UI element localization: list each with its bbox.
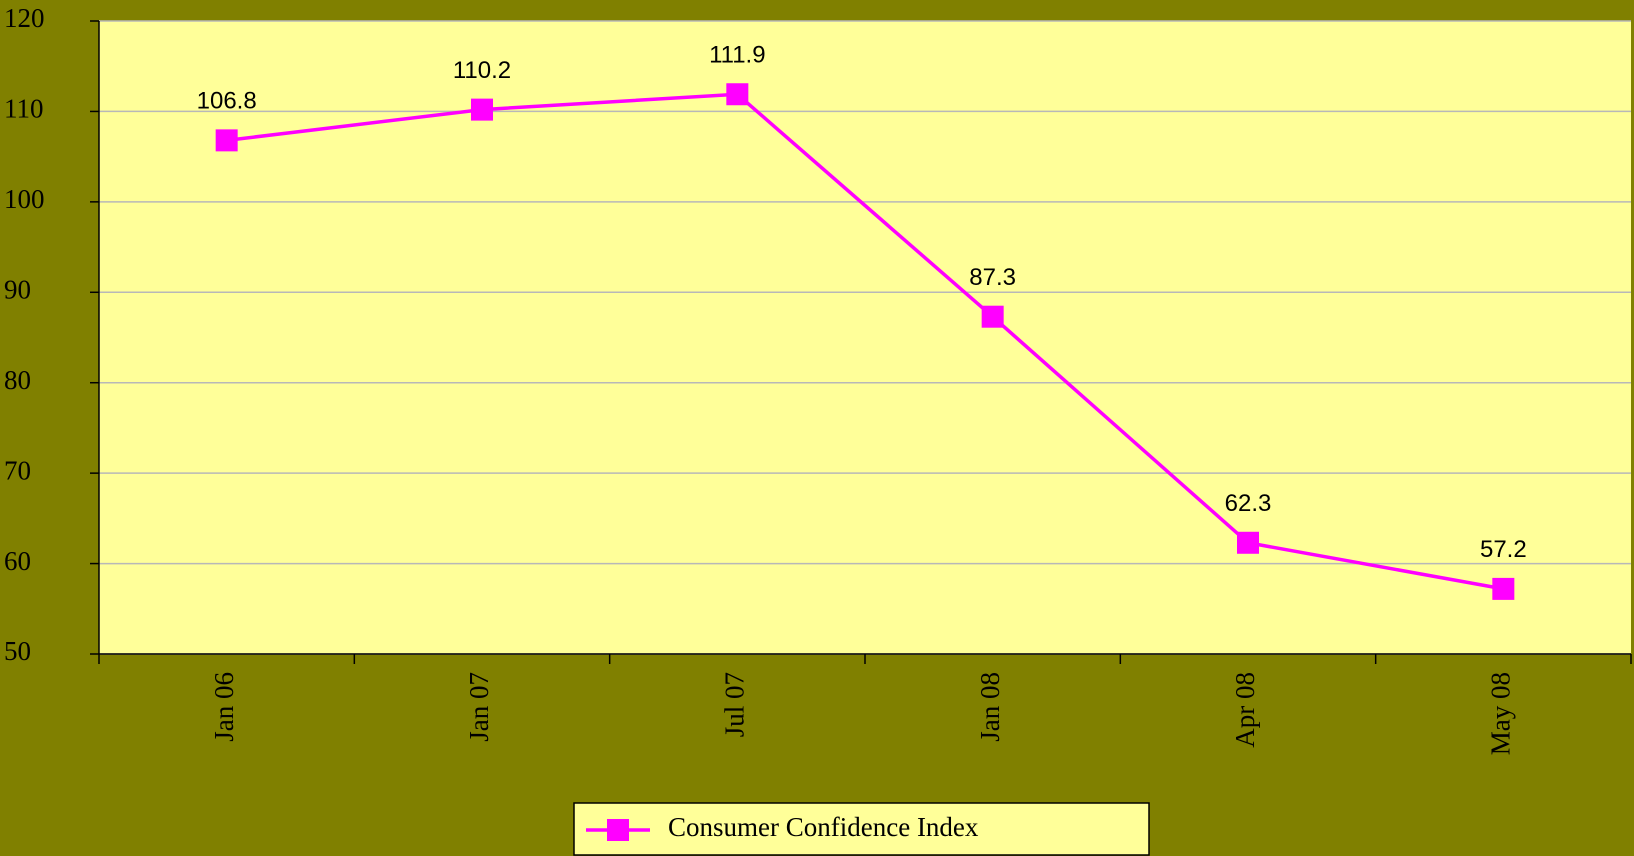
data-marker: [726, 83, 749, 106]
data-marker: [215, 129, 238, 152]
x-tick-label: Apr 08: [1230, 672, 1260, 748]
x-tick-label: May 08: [1486, 672, 1516, 755]
y-tick-label: 120: [4, 3, 45, 33]
y-tick-label: 70: [4, 455, 31, 485]
plot-area: [99, 21, 1631, 654]
data-line: [226, 92, 1504, 591]
data-label: 62.3: [1225, 490, 1272, 517]
y-tick-label: 100: [4, 184, 45, 214]
x-tick-label: Jan 08: [975, 672, 1005, 742]
y-tick-label: 60: [4, 546, 31, 576]
legend-marker: [607, 819, 629, 841]
x-tick-label: Jan 06: [209, 672, 239, 742]
data-marker: [1237, 531, 1259, 554]
data-marker: [981, 305, 1004, 328]
x-tick-label: Jul 07: [720, 672, 750, 737]
y-tick-label: 90: [4, 274, 31, 304]
data-label: 110.2: [453, 57, 511, 84]
y-tick-label: 80: [4, 365, 31, 395]
data-marker: [471, 98, 493, 121]
y-tick-label: 50: [4, 636, 31, 666]
legend-box: [573, 802, 1150, 856]
x-tick-label: Jan 07: [464, 672, 494, 742]
data-marker: [1492, 577, 1515, 600]
data-label: 111.9: [709, 42, 766, 69]
data-label: 106.8: [197, 88, 257, 115]
data-label: 87.3: [969, 264, 1016, 291]
y-tick-label: 110: [4, 94, 44, 124]
legend-label: Consumer Confidence Index: [668, 812, 979, 842]
data-label: 57.2: [1480, 536, 1527, 563]
